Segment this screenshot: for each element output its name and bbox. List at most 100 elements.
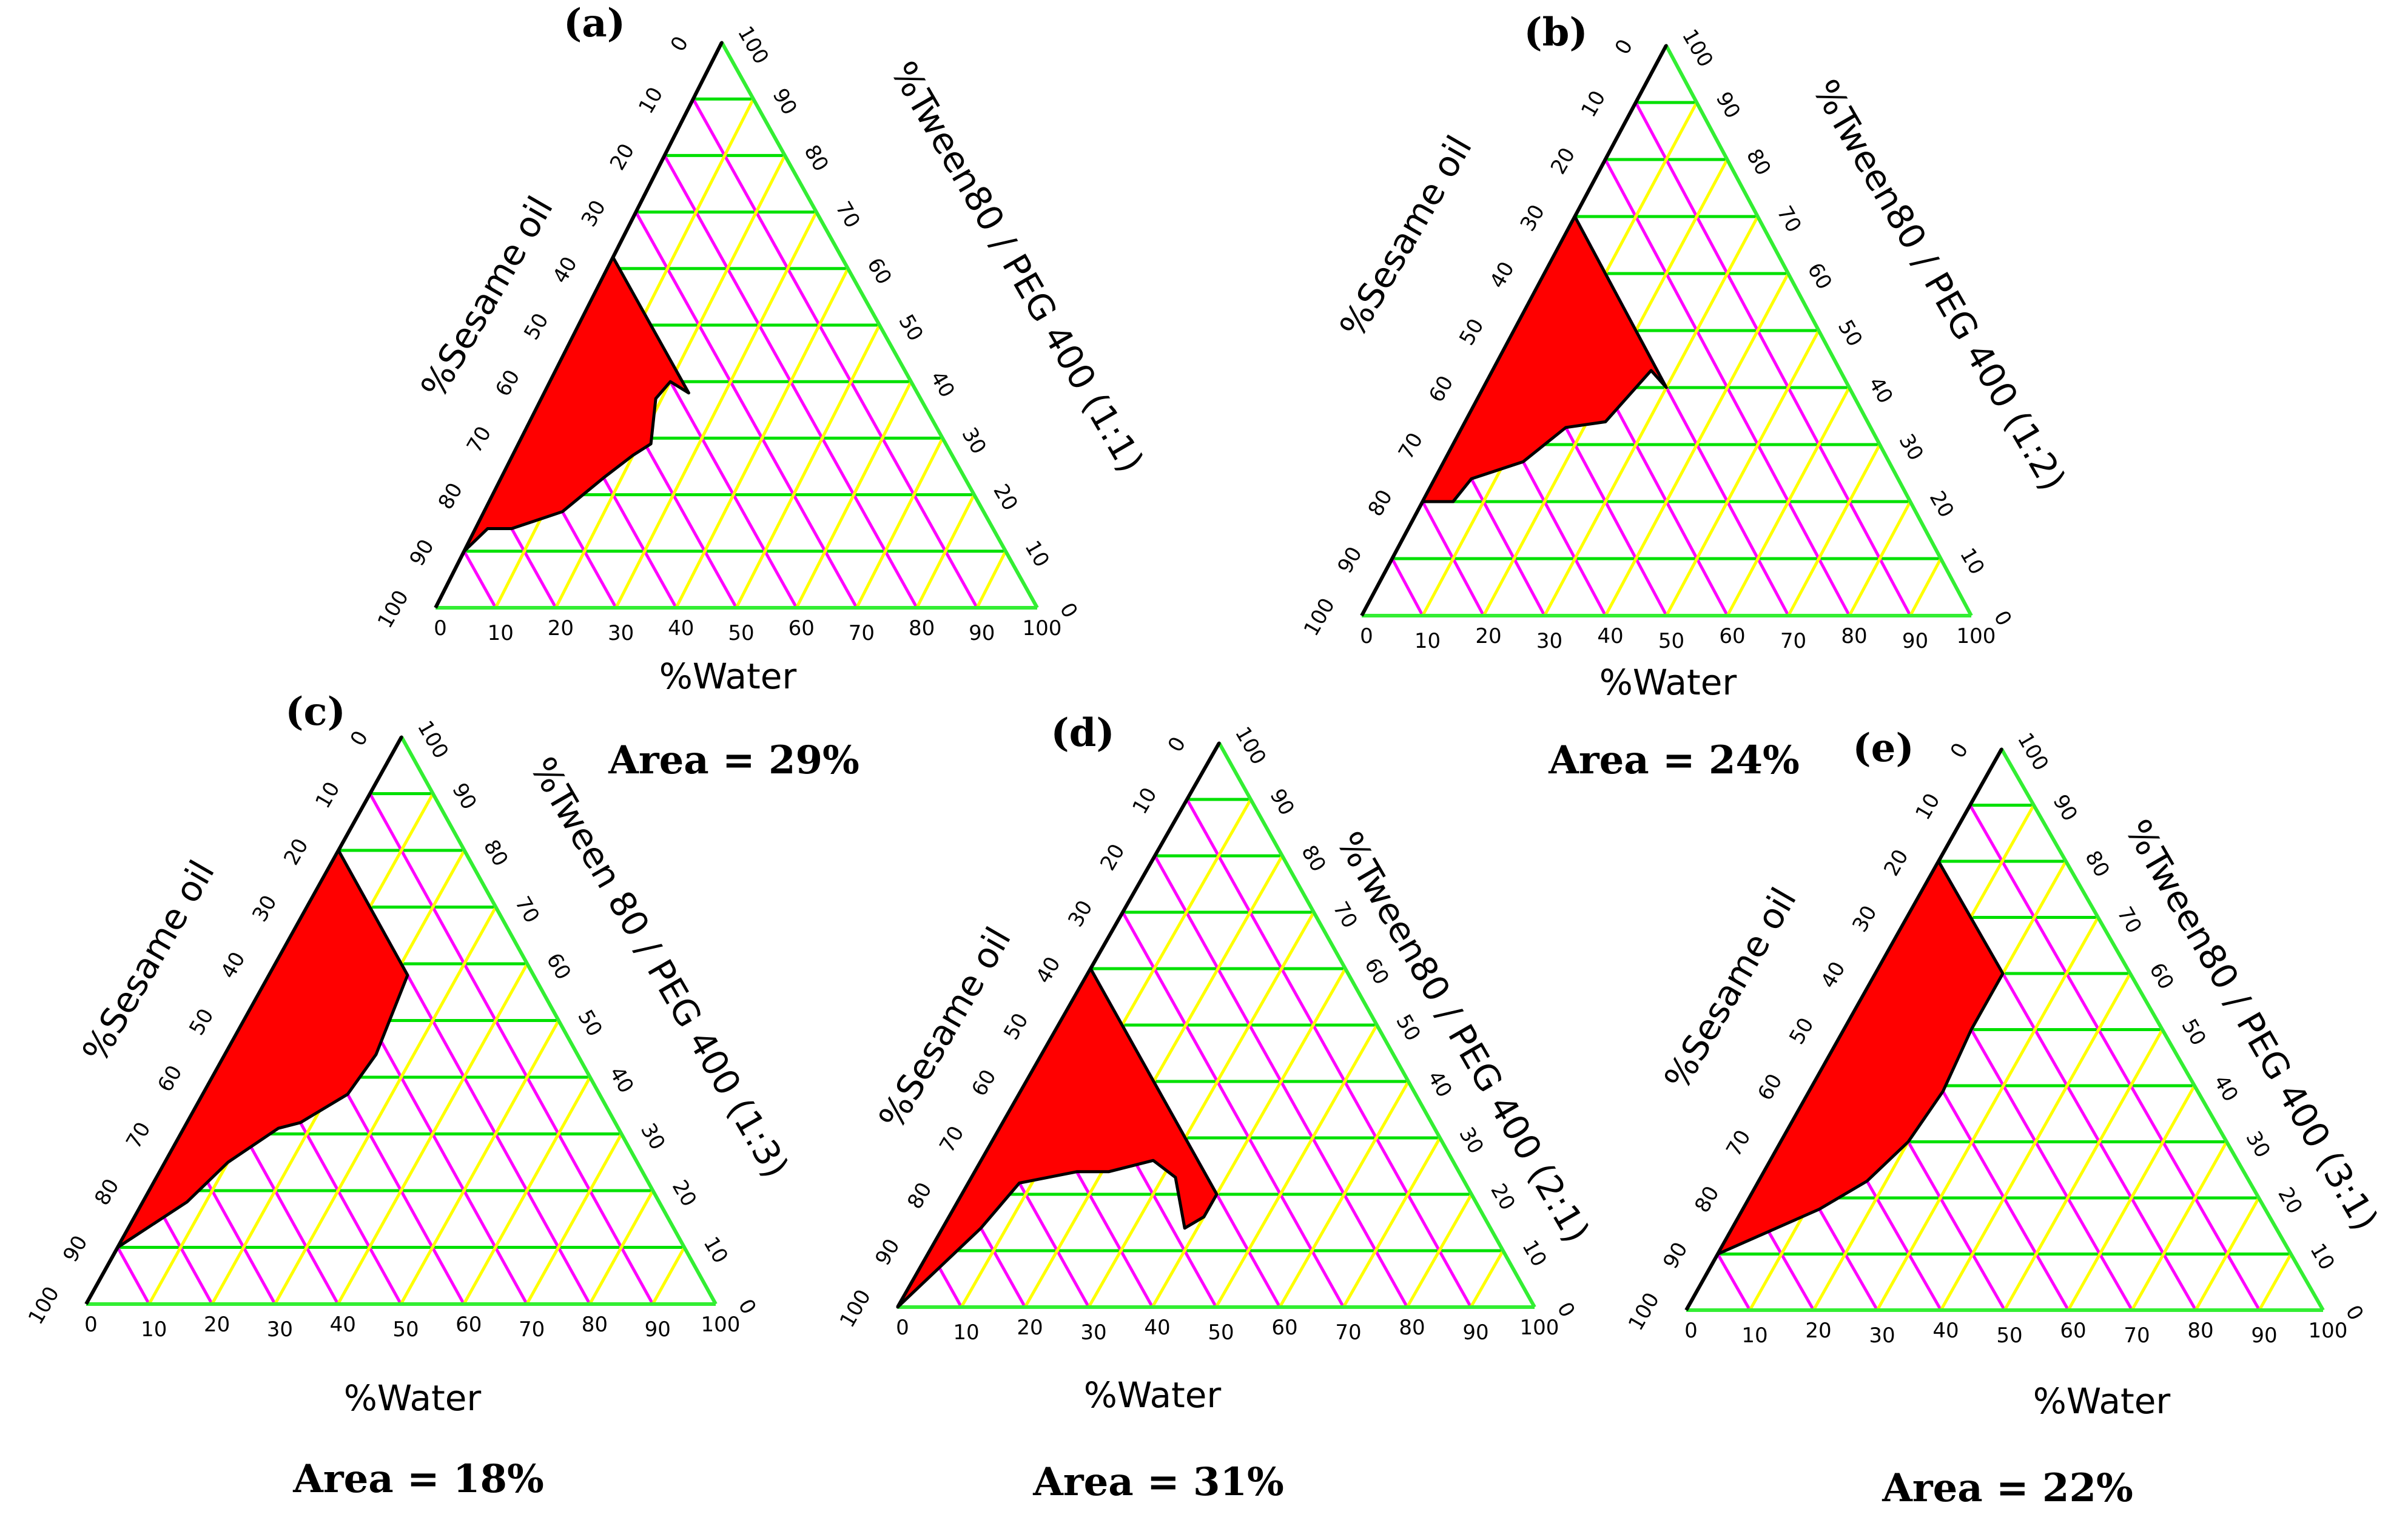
grid-line-water-40	[674, 267, 850, 609]
tick-surfactant-60: 60	[1803, 259, 1837, 294]
tick-water-80: 80	[582, 1313, 608, 1337]
tick-oil-90: 90	[870, 1235, 904, 1269]
grid-line-water-80	[1848, 500, 1912, 617]
tick-water-50: 50	[1658, 629, 1684, 653]
axis-label-oil: %Sesame oil	[870, 920, 1019, 1136]
grid-line-water-80	[588, 1189, 654, 1305]
tick-surfactant-70: 70	[2112, 903, 2146, 937]
grid-line-oil-10	[1968, 804, 2261, 1311]
grid-line-water-60	[795, 381, 913, 609]
microemulsion-region	[1421, 44, 1668, 503]
frame-right-edge	[400, 736, 718, 1305]
tick-oil-20: 20	[605, 140, 639, 174]
tick-oil-90: 90	[1333, 543, 1367, 577]
tick-oil-60: 60	[967, 1066, 1001, 1100]
tick-oil-100: 100	[24, 1282, 64, 1328]
tick-surfactant-60: 60	[2144, 959, 2178, 994]
tick-surfactant-20: 20	[1925, 487, 1959, 522]
tick-surfactant-40: 40	[604, 1063, 638, 1097]
tick-surfactant-80: 80	[2080, 847, 2114, 881]
tick-water-50: 50	[392, 1317, 419, 1342]
grid-line-water-60	[2067, 1085, 2196, 1311]
ternary-panel-e: 0 10 20 30 40 50 60 70 80 90 100 0 10 20 30 40 50 60 70 80 9…	[1624, 725, 2386, 1511]
tick-surfactant-30: 30	[636, 1119, 670, 1154]
tick-water-10: 10	[1741, 1323, 1767, 1348]
frame-right-edge	[1217, 742, 1536, 1308]
tick-water-30: 30	[1869, 1323, 1895, 1348]
tick-oil-80: 80	[90, 1175, 124, 1209]
tick-surfactant-100: 100	[412, 716, 453, 762]
grid-line-water-70	[1342, 1137, 1442, 1308]
tick-water-0: 0	[1360, 624, 1373, 648]
tick-surfactant-100: 100	[733, 22, 773, 68]
tick-oil-0: 0	[1946, 739, 1973, 762]
tick-water-60: 60	[1719, 624, 1745, 648]
grid-line-oil-10	[1185, 798, 1473, 1308]
grid-line-oil-90	[116, 1246, 150, 1305]
ternary-panel-c: 0 10 20 30 40 50 60 70 80 90 100 0 10 20 30 40 50 60 70 80 9…	[24, 689, 797, 1502]
tick-surfactant-90: 90	[1265, 785, 1299, 819]
tick-water-20: 20	[1805, 1319, 1831, 1343]
grid-line-oil-30	[634, 211, 858, 609]
tick-oil-0: 0	[666, 32, 693, 56]
grid-line-water-90	[2258, 1253, 2293, 1311]
tick-water-40: 40	[668, 616, 694, 641]
tick-surfactant-80: 80	[479, 836, 513, 870]
grid-line-water-90	[975, 550, 1007, 609]
grid-line-water-70	[2130, 1141, 2228, 1311]
tick-oil-100: 100	[835, 1285, 876, 1331]
tick-oil-20: 20	[1546, 144, 1580, 178]
tick-oil-30: 30	[1063, 896, 1097, 931]
axis-label-water: %Water	[2033, 1380, 2171, 1422]
tick-surfactant-10: 10	[699, 1232, 733, 1267]
tick-oil-50: 50	[1784, 1014, 1818, 1048]
grid-line-water-70	[855, 437, 944, 609]
panel-letter: (e)	[1852, 725, 1914, 771]
tick-water-90: 90	[2251, 1323, 2277, 1348]
area-label: Area = 24%	[1548, 738, 1800, 783]
tick-water-0: 0	[1684, 1319, 1698, 1343]
tick-water-60: 60	[789, 616, 815, 641]
tick-oil-10: 10	[1911, 789, 1945, 824]
tick-water-20: 20	[1475, 624, 1501, 648]
tick-oil-100: 100	[1624, 1288, 1664, 1334]
tick-surfactant-20: 20	[1485, 1180, 1519, 1214]
grid-line-oil-10	[1634, 101, 1912, 617]
tick-surfactant-100: 100	[1677, 25, 1718, 71]
grid-line-oil-90	[1390, 557, 1424, 617]
area-label: Area = 31%	[1032, 1459, 1284, 1505]
tick-oil-50: 50	[519, 309, 553, 344]
tick-oil-30: 30	[1516, 201, 1550, 235]
axis-label-water: %Water	[1084, 1374, 1222, 1416]
tick-oil-80: 80	[903, 1179, 937, 1213]
grid-line-water-40	[1151, 967, 1347, 1308]
tick-water-60: 60	[2060, 1319, 2086, 1343]
tick-surfactant-50: 50	[1833, 316, 1867, 351]
tick-water-10: 10	[141, 1317, 167, 1342]
ternary-panel-d: 0 10 20 30 40 50 60 70 80 90 100 0 10 20 30 40 50 60 70 80 9…	[835, 710, 1598, 1505]
panel-letter: (c)	[285, 689, 346, 735]
axis-label-surfactant: %Tween80 / PEG 400 (1:2)	[1805, 73, 2074, 497]
grid-line-water-30	[614, 211, 818, 609]
tick-water-100: 100	[1023, 616, 1062, 641]
grid-line-water-50	[2003, 1029, 2164, 1311]
tick-oil-60: 60	[1753, 1070, 1787, 1105]
tick-oil-30: 30	[1848, 901, 1882, 936]
tick-water-40: 40	[1597, 624, 1623, 648]
tick-water-100: 100	[1957, 624, 1996, 648]
tick-oil-70: 70	[462, 422, 496, 457]
grid-line-oil-90	[1716, 1253, 1752, 1311]
microemulsion-region	[116, 735, 409, 1249]
ternary-panel-b: 0 10 20 30 40 50 60 70 80 90 100010203040506070809…	[1299, 10, 2074, 783]
tick-water-10: 10	[488, 621, 514, 645]
tick-surfactant-90: 90	[1711, 88, 1745, 123]
axis-label-oil: %Sesame oil	[1331, 129, 1480, 345]
tick-water-30: 30	[1080, 1320, 1106, 1345]
tick-surfactant-70: 70	[830, 197, 864, 232]
tick-oil-10: 10	[311, 778, 345, 812]
tick-water-70: 70	[1780, 629, 1806, 653]
tick-surfactant-50: 50	[1391, 1011, 1425, 1045]
tick-surfactant-10: 10	[2305, 1239, 2339, 1274]
tick-water-0: 0	[434, 616, 447, 641]
